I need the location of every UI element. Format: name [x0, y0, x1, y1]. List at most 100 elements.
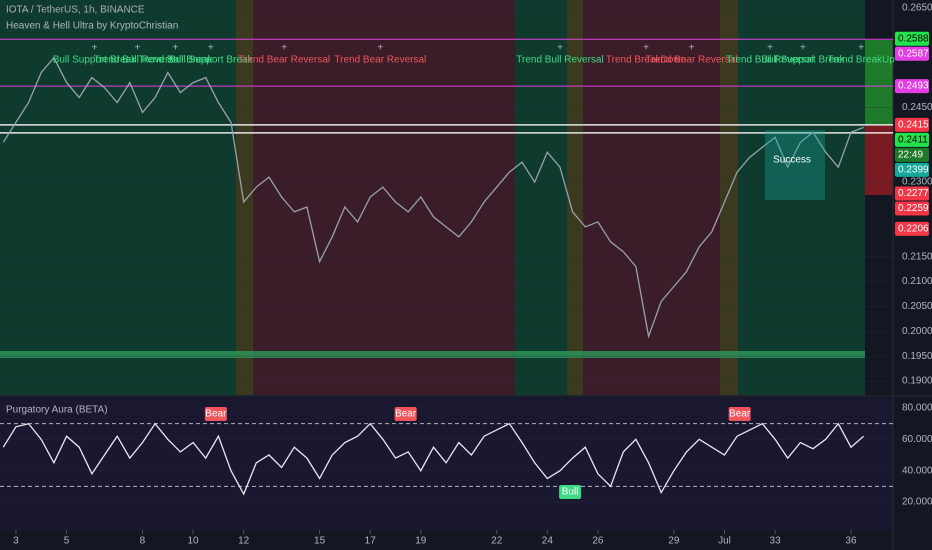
- annotation: Trend BreakDown: [606, 55, 686, 66]
- annotation-marker: +: [91, 43, 97, 54]
- annotation: Bull Support Break: [761, 55, 845, 66]
- x-tick-label: 22: [491, 536, 503, 547]
- annotation: Trend Bear Reversal: [238, 55, 330, 66]
- series-line: [2, 56, 864, 339]
- neutral-zone: [720, 0, 738, 395]
- annotation-marker: +: [858, 43, 864, 54]
- price-tag: [895, 221, 929, 236]
- price-tag-label: 0.2259: [898, 203, 929, 214]
- symbol: IOTA / TetherUS, 1h, BINANCE: [6, 5, 145, 16]
- price-tag-label: 0.2277: [898, 188, 929, 199]
- annotation-marker: +: [134, 43, 140, 54]
- price-tag: [895, 186, 929, 201]
- x-tick-label: 10: [188, 536, 200, 547]
- price-tag: [895, 162, 929, 177]
- price-tag-label: 0.2411: [898, 135, 928, 146]
- y-tick-label: 0.2150: [902, 251, 932, 262]
- x-tick-label: 5: [64, 536, 70, 547]
- neutral-zone: [567, 0, 583, 395]
- x-tick-label: 33: [770, 536, 782, 547]
- x-tick-label: 26: [592, 536, 604, 547]
- annotation-marker: +: [172, 43, 178, 54]
- x-tick-label: 24: [542, 536, 554, 547]
- signal-box: [204, 407, 227, 421]
- y-tick-label: 0.2050: [902, 301, 932, 312]
- y-tick-label: 0.2300: [902, 177, 932, 188]
- annotation: Trend Bear Reversal: [646, 55, 738, 66]
- price-tag: [895, 201, 929, 216]
- price-tag-label: 0.2206: [898, 223, 929, 234]
- signal-box: [728, 407, 751, 421]
- bull-zone: [0, 0, 236, 395]
- stop-zone: [865, 125, 893, 195]
- countdown: 22:49: [898, 150, 923, 161]
- x-tick-label: 3: [13, 536, 19, 547]
- countdown-box: [895, 147, 929, 162]
- price-tag-label: 0.2415: [898, 120, 929, 131]
- y-tick-label: 0.2450: [902, 102, 932, 113]
- y-tick-label: 0.2650: [902, 3, 932, 14]
- oscillator-pane: [0, 398, 893, 530]
- price-tag-label: 0.2588: [898, 33, 929, 44]
- y-tick-label: 0.2100: [902, 276, 932, 287]
- annotation-marker: +: [689, 43, 695, 54]
- success-label: Success: [773, 155, 811, 166]
- x-tick-label: Jul: [718, 536, 731, 547]
- annotation-marker: +: [377, 43, 383, 54]
- bull-zone: [738, 0, 865, 395]
- annotation-marker: +: [800, 43, 806, 54]
- annotation: Trend Bull Reversal: [516, 55, 603, 66]
- x-tick-label: 36: [845, 536, 857, 547]
- success-box: [765, 130, 825, 200]
- annotation-marker: +: [767, 43, 773, 54]
- x-tick-label: 8: [140, 536, 146, 547]
- price-tag: [895, 31, 929, 46]
- annotation: Trend Bear Reversal: [334, 55, 426, 66]
- y-tick-label: 0.1900: [902, 376, 932, 387]
- signal-label: Bear: [205, 409, 227, 420]
- bull-zone: [515, 0, 567, 395]
- price-tag-label: 0.2399: [898, 165, 929, 176]
- price-tag-label: 0.2493: [898, 81, 929, 92]
- x-tick-label: 15: [314, 536, 326, 547]
- signal-label: Bull: [562, 487, 579, 498]
- annotation: Trend Bull Reversal: [726, 55, 813, 66]
- signal-label: Bear: [729, 409, 751, 420]
- y-tick-label: 0.2000: [902, 326, 932, 337]
- annotation: Trend BreakUp: [827, 55, 895, 66]
- annotation-marker: +: [208, 43, 214, 54]
- bear-zone: [253, 0, 515, 395]
- annotation-marker: +: [643, 43, 649, 54]
- price-tag: [895, 132, 929, 147]
- x-tick-label: 29: [668, 536, 680, 547]
- trend-ribbon: [0, 351, 865, 358]
- y-tick-label: 0.1950: [902, 351, 932, 362]
- price-tag: [895, 117, 929, 132]
- series-line: [2, 422, 865, 496]
- annotation: Trend Bull Reversal: [94, 55, 181, 66]
- price-tag-label: 0.2587: [898, 48, 929, 59]
- annotation-marker: +: [557, 43, 563, 54]
- signal-box: [559, 485, 582, 499]
- x-tick-label: 12: [238, 536, 250, 547]
- target-zone: [865, 40, 893, 125]
- x-tick-label: 17: [365, 536, 377, 547]
- price-tag: [895, 79, 929, 94]
- signal-label: Bear: [395, 409, 417, 420]
- pane-title: Purgatory Aura (BETA): [6, 405, 108, 416]
- annotation-marker: +: [281, 43, 287, 54]
- price-tag: [895, 46, 929, 61]
- neutral-zone: [236, 0, 253, 395]
- indicator-name: Heaven & Hell Ultra by KryptoChristian: [6, 21, 178, 32]
- annotation: Bull Support Break: [53, 55, 137, 66]
- annotation: Trend Bull Break: [138, 55, 213, 66]
- x-tick-label: 19: [415, 536, 427, 547]
- signal-box: [394, 407, 417, 421]
- annotation: Bull Support Break: [169, 55, 253, 66]
